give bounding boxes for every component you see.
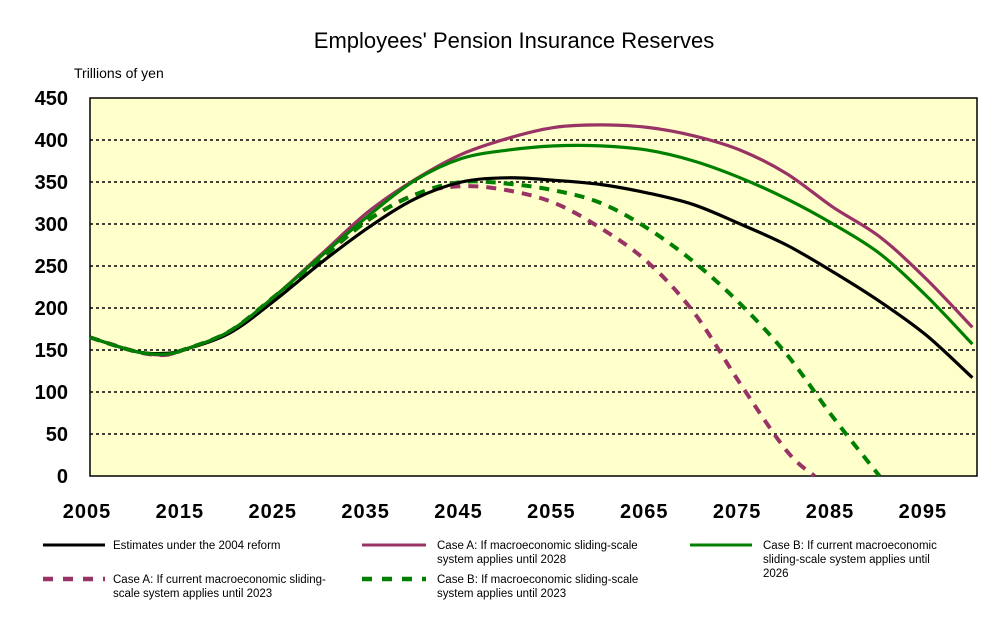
gridlines <box>90 139 977 435</box>
legend-entry-text: Case B: If macroeconomic sliding-scale <box>437 574 638 586</box>
x-tick-label: 2075 <box>713 501 762 523</box>
legend: Estimates under the 2004 reform Case A: I… <box>43 540 937 600</box>
x-tick-label: 2035 <box>341 501 390 523</box>
x-tick-label: 2085 <box>806 501 855 523</box>
series-lines <box>89 123 974 478</box>
case-b-2026-line <box>89 143 974 356</box>
y-tick-label: 50 <box>46 424 68 446</box>
legend-entry-text: Estimates under the 2004 reform <box>113 540 280 552</box>
y-tick-label: 0 <box>57 466 68 488</box>
legend-entry-text: Case B: If current macroeconomic <box>763 540 937 552</box>
y-tick-label: 150 <box>35 340 68 362</box>
legend-entry-text: scale system applies until 2023 <box>113 588 272 600</box>
x-tick-label: 2015 <box>156 501 205 523</box>
y-axis-ticks: 0 50 100 150 200 250 300 350 400 450 <box>35 88 68 488</box>
y-tick-label: 300 <box>35 214 68 236</box>
y-axis-label: Trillions of yen <box>74 65 164 81</box>
legend-entry-text: 2026 <box>763 568 789 580</box>
legend-entry-text: Case A: If macroeconomic sliding-scale <box>437 540 638 552</box>
x-tick-label: 2095 <box>899 501 948 523</box>
y-tick-label: 400 <box>35 130 68 152</box>
x-tick-label: 2005 <box>63 501 112 523</box>
x-tick-label: 2055 <box>527 501 576 523</box>
legend-entry-text: sliding-scale system applies until <box>763 554 930 566</box>
y-tick-label: 450 <box>35 88 68 110</box>
x-axis-ticks: 2005 2015 2025 2035 2045 2055 2065 2075 2085 2095 <box>63 501 948 523</box>
x-tick-label: 2045 <box>434 501 483 523</box>
x-tick-label: 2065 <box>620 501 669 523</box>
legend-entry-text: Case A: If current macroeconomic sliding… <box>113 574 326 586</box>
x-tick-label: 2025 <box>249 501 298 523</box>
y-tick-label: 200 <box>35 298 68 320</box>
legend-entry-text: system applies until 2023 <box>437 588 566 600</box>
legend-entry-text: system applies until 2028 <box>437 554 566 566</box>
chart-title: Employees' Pension Insurance Reserves <box>314 28 714 53</box>
y-tick-label: 250 <box>35 256 68 278</box>
plot-area <box>89 97 978 477</box>
y-tick-label: 100 <box>35 382 68 404</box>
y-tick-label: 350 <box>35 172 68 194</box>
